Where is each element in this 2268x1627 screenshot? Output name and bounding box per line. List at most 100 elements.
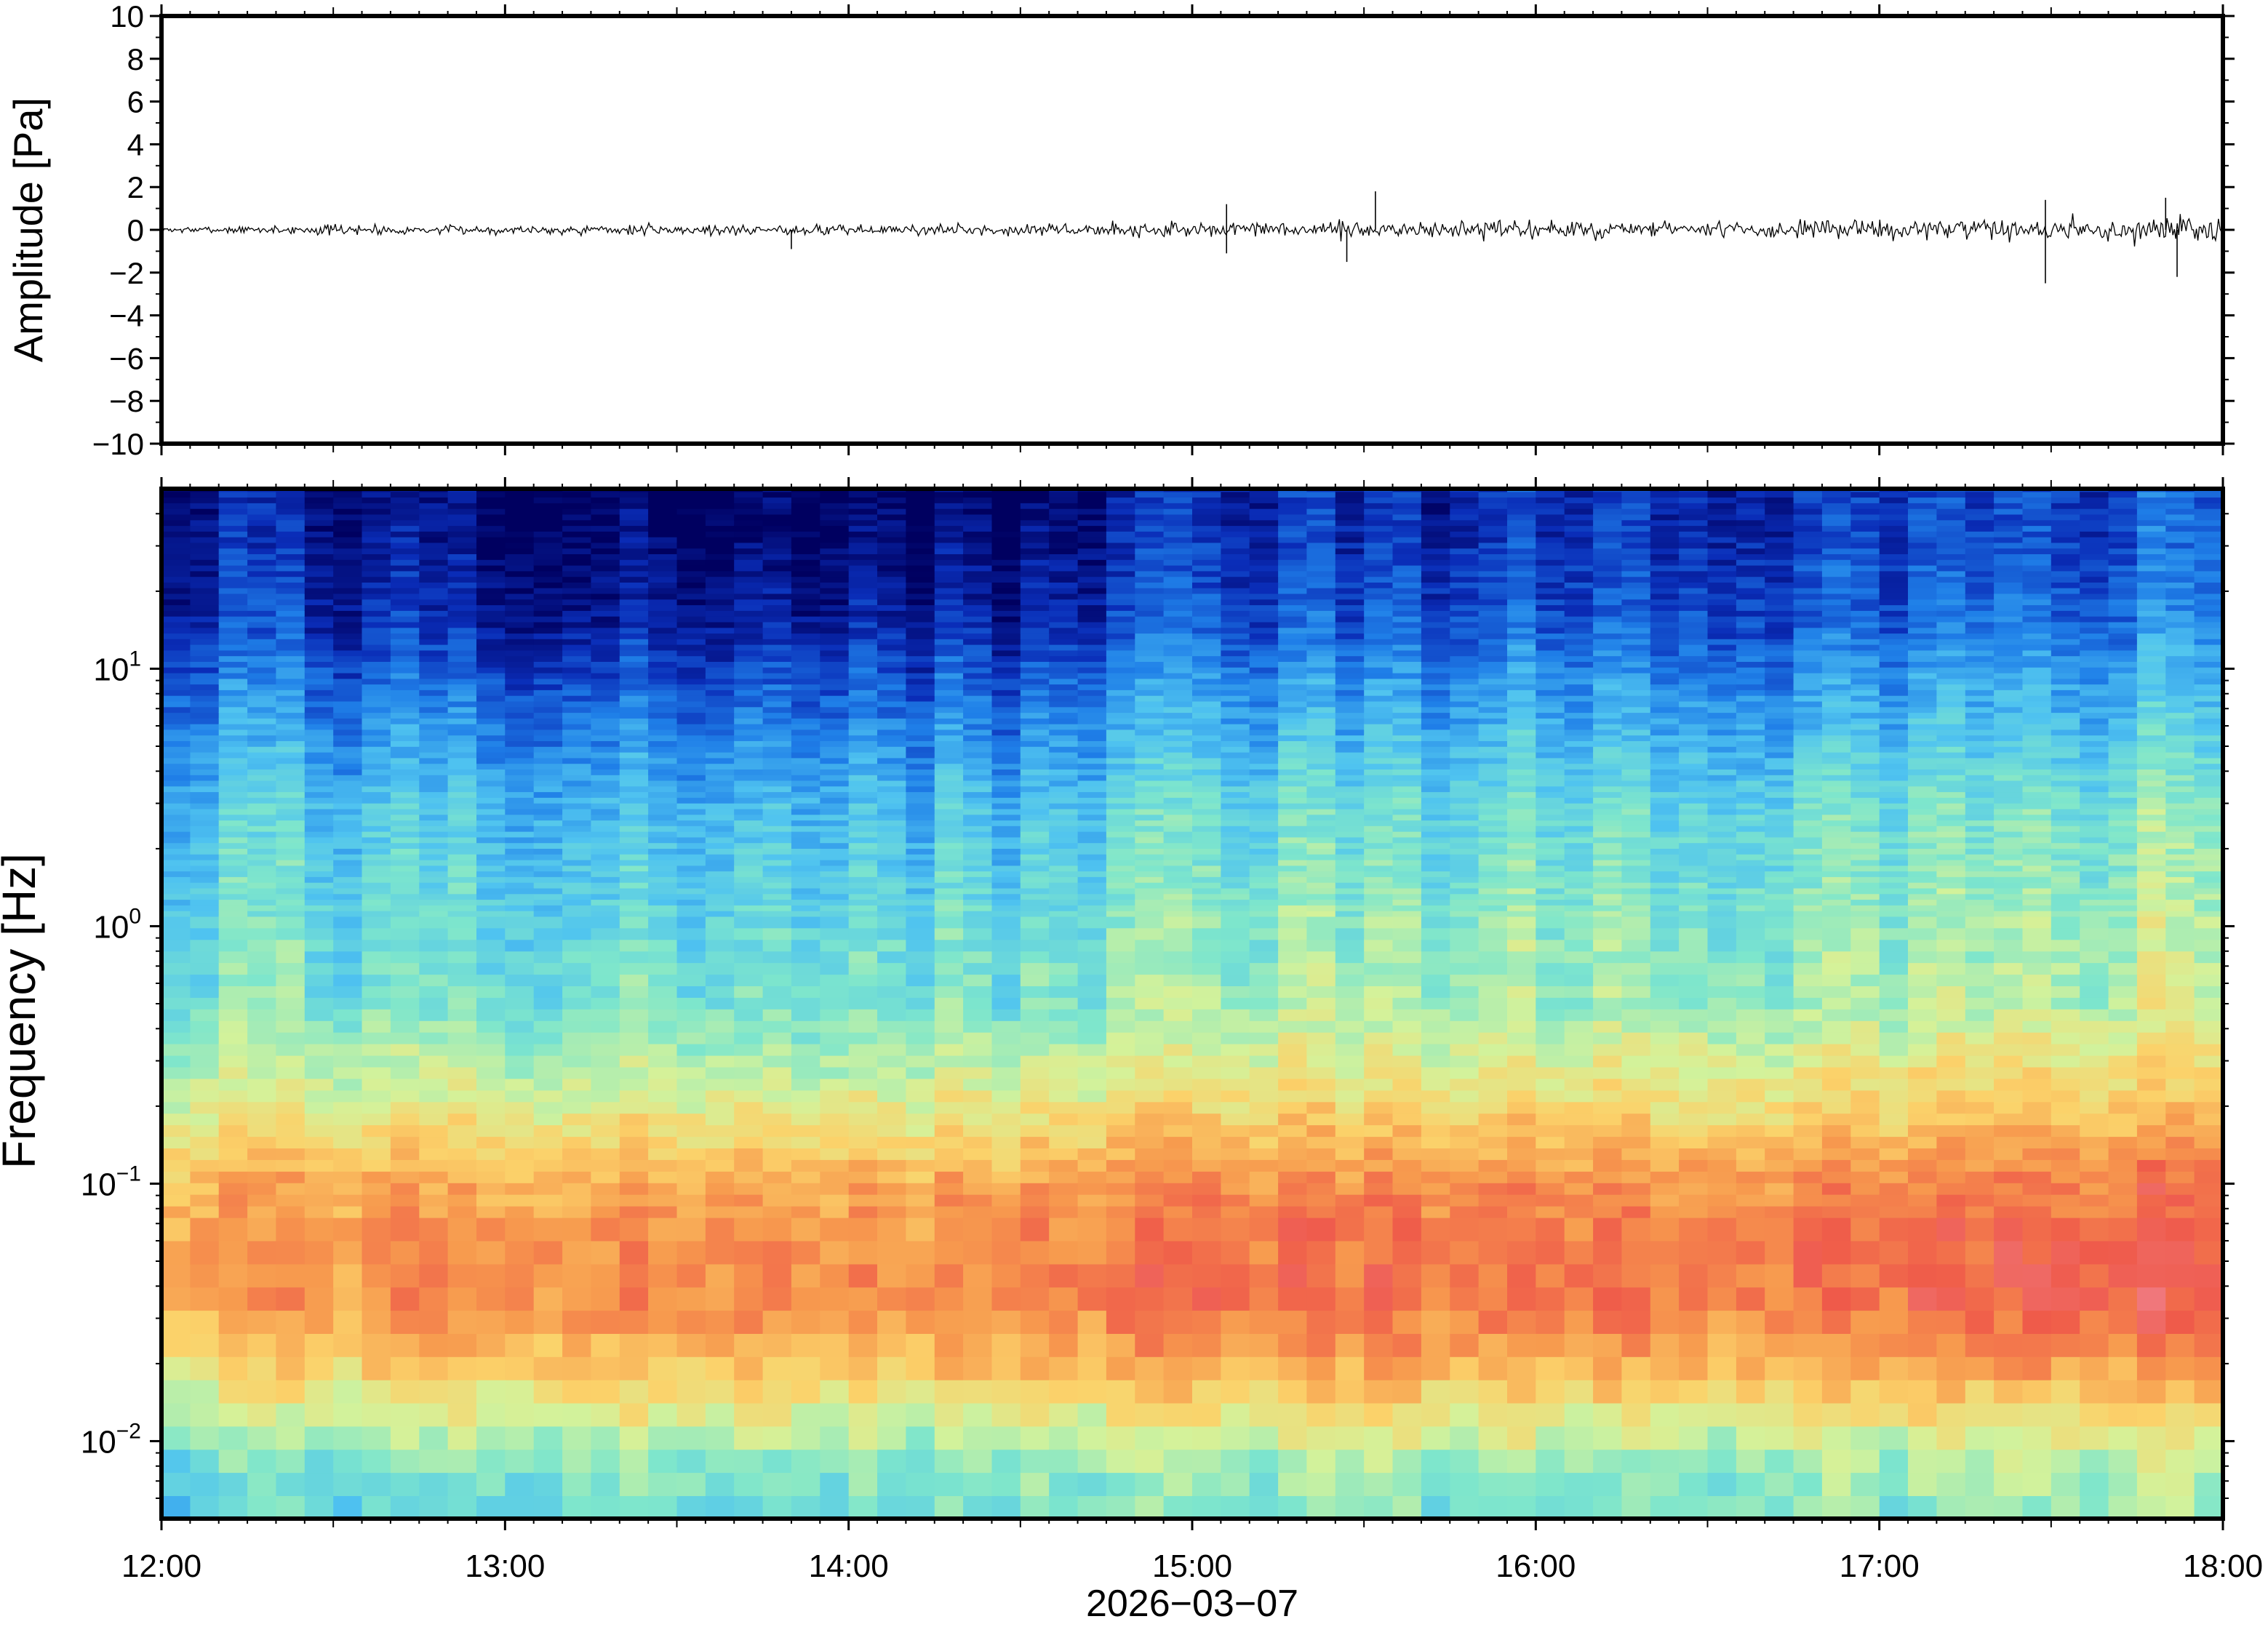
spectrogram-cell bbox=[992, 1055, 1021, 1068]
spectrogram-cell bbox=[620, 729, 649, 736]
spectrogram-cell bbox=[706, 650, 735, 657]
spectrogram-cell bbox=[190, 911, 219, 917]
spectrogram-cell bbox=[476, 735, 506, 741]
spectrogram-cell bbox=[1335, 826, 1365, 832]
spectrogram-cell bbox=[1221, 684, 1250, 690]
spectrogram-cell bbox=[620, 1356, 649, 1380]
spectrogram-cell bbox=[706, 525, 735, 532]
spectrogram-cell bbox=[906, 537, 935, 543]
spectrogram-cell bbox=[1164, 848, 1193, 855]
spectrogram-cell bbox=[333, 899, 362, 906]
spectrogram-cell bbox=[1106, 655, 1135, 662]
spectrogram-cell bbox=[1221, 752, 1250, 759]
spectrogram-cell bbox=[906, 644, 935, 651]
spectrogram-cell bbox=[1306, 695, 1335, 702]
spectrogram-cell bbox=[476, 1113, 506, 1125]
spectrogram-cell bbox=[877, 831, 906, 838]
spectrogram-cell bbox=[1278, 1264, 1307, 1288]
spectrogram-cell bbox=[791, 1136, 820, 1148]
spectrogram-cell bbox=[219, 689, 248, 696]
spectrogram-cell bbox=[620, 1113, 649, 1125]
spectrogram-cell bbox=[190, 633, 219, 639]
spectrogram-cell bbox=[1106, 854, 1135, 860]
spectrogram-cell bbox=[1049, 758, 1078, 764]
spectrogram-cell bbox=[161, 588, 191, 594]
spectrogram-cell bbox=[935, 525, 964, 532]
spectrogram-cell bbox=[706, 899, 735, 906]
spectrogram-cell bbox=[1306, 616, 1335, 623]
spectrogram-cell bbox=[706, 1079, 735, 1091]
spectrogram-cell bbox=[1106, 1333, 1135, 1357]
spectrogram-cell bbox=[935, 667, 964, 673]
spectrogram-cell bbox=[791, 831, 820, 838]
spectrogram-cell bbox=[620, 604, 649, 611]
spectrogram-cell bbox=[1078, 786, 1107, 793]
spectrogram-cell bbox=[1192, 831, 1221, 838]
spectrogram-cell bbox=[1135, 1194, 1164, 1207]
spectrogram-cell bbox=[935, 997, 964, 1010]
spectrogram-cell bbox=[963, 866, 992, 872]
spectrogram-cell bbox=[1049, 610, 1078, 617]
spectrogram-cell bbox=[190, 962, 219, 975]
spectrogram-cell bbox=[333, 701, 362, 708]
spectrogram-cell bbox=[219, 628, 248, 634]
spectrogram-cell bbox=[1021, 701, 1050, 708]
spectrogram-cell bbox=[305, 644, 334, 651]
spectrogram-cell bbox=[419, 684, 448, 690]
spectrogram-cell bbox=[963, 1333, 992, 1357]
spectrogram-cell bbox=[935, 729, 964, 736]
spectrogram-cell bbox=[591, 1159, 620, 1172]
spectrogram-cell bbox=[706, 497, 735, 503]
spectrogram-cell bbox=[1221, 826, 1250, 832]
spectrogram-cell bbox=[963, 876, 992, 883]
spectrogram-cell bbox=[476, 780, 506, 787]
spectrogram-cell bbox=[1021, 1264, 1050, 1288]
spectrogram-cell bbox=[1021, 628, 1050, 634]
spectrogram-cell bbox=[276, 962, 305, 975]
spectrogram-cell bbox=[963, 1136, 992, 1148]
spectrogram-cell bbox=[562, 763, 591, 769]
spectrogram-cell bbox=[1106, 616, 1135, 623]
spectrogram-cell bbox=[305, 791, 334, 798]
spectrogram-cell bbox=[677, 758, 706, 764]
spectrogram-cell bbox=[849, 1495, 878, 1519]
spectrogram-cell bbox=[591, 997, 620, 1010]
spectrogram-cell bbox=[247, 786, 276, 793]
spectrogram-cell bbox=[391, 661, 420, 668]
spectrogram-cell bbox=[562, 752, 591, 759]
spectrogram-cell bbox=[648, 866, 677, 872]
spectrogram-cell bbox=[1278, 815, 1307, 821]
spectrogram-cell bbox=[190, 1218, 219, 1242]
spectrogram-cell bbox=[877, 718, 906, 724]
spectrogram-cell bbox=[1221, 758, 1250, 764]
spectrogram-cell bbox=[476, 537, 506, 543]
spectrogram-cell bbox=[1135, 826, 1164, 832]
spectrogram-cell bbox=[648, 1241, 677, 1265]
spectrogram-cell bbox=[992, 514, 1021, 521]
spectrogram-cell bbox=[276, 559, 305, 566]
spectrogram-cell bbox=[476, 644, 506, 651]
spectrogram-cell bbox=[734, 831, 763, 838]
spectrogram-cell bbox=[820, 803, 849, 809]
spectrogram-cell bbox=[505, 679, 534, 685]
spectrogram-cell bbox=[476, 673, 506, 679]
spectrogram-cell bbox=[247, 791, 276, 798]
spectrogram-cell bbox=[333, 866, 362, 872]
spectrogram-cell bbox=[1078, 876, 1107, 883]
spectrogram-cell bbox=[247, 633, 276, 639]
spectrogram-cell bbox=[963, 916, 992, 929]
spectrogram-cell bbox=[1106, 689, 1135, 696]
spectrogram-cell bbox=[247, 735, 276, 741]
spectrogram-cell bbox=[935, 520, 964, 527]
spectrogram-cell bbox=[763, 588, 792, 594]
spectrogram-cell bbox=[419, 763, 448, 769]
spectrogram-cell bbox=[1221, 1148, 1250, 1160]
spectrogram-cell bbox=[1278, 860, 1307, 866]
spectrogram-cell bbox=[1164, 571, 1193, 577]
spectrogram-cell bbox=[333, 576, 362, 583]
spectrogram-cell bbox=[1021, 1055, 1050, 1068]
spectrogram-cell bbox=[849, 758, 878, 764]
spectrogram-cell bbox=[706, 633, 735, 639]
spectrogram-cell bbox=[677, 553, 706, 560]
spectrogram-cell bbox=[992, 604, 1021, 611]
